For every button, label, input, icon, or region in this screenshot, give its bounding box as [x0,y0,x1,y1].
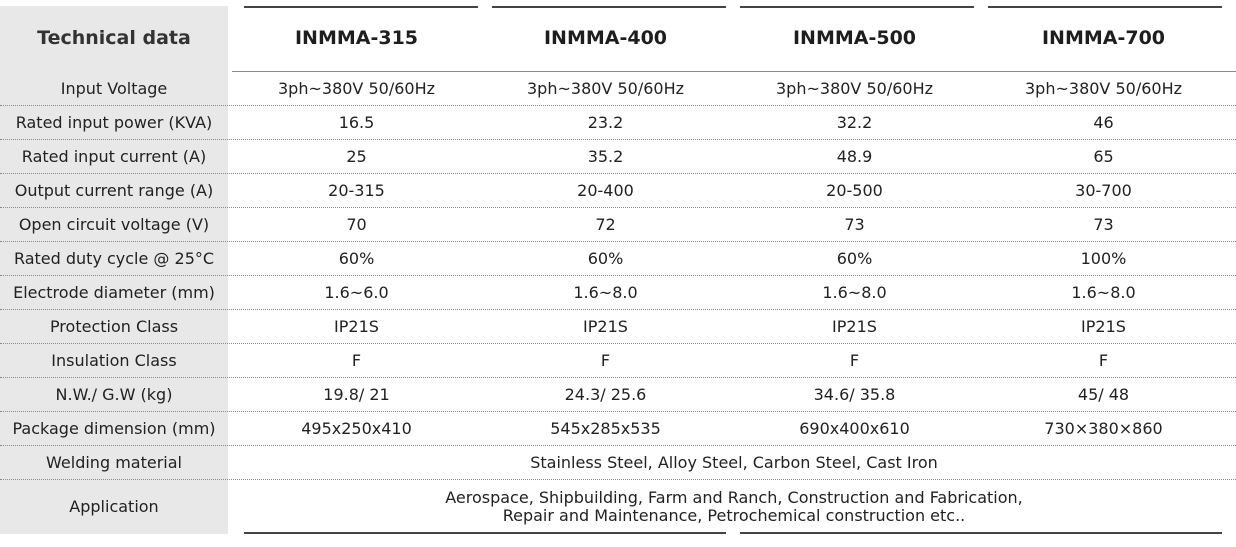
row-label: Rated duty cycle @ 25°C [0,242,232,276]
row-value: 1.6~6.0 [324,282,389,302]
row-value: 25 [346,146,367,166]
row-value: F [351,350,362,370]
row-value: F [1098,350,1109,370]
column-bottom-rule [740,532,1222,534]
row-value: 3ph~380V 50/60Hz [527,78,684,98]
row-value: 545x285x535 [550,418,661,438]
table-row: Rated duty cycle @ 25°C 60% 60% 60% 100% [0,242,1236,276]
row-value: 20-315 [328,180,385,200]
row-label: Insulation Class [0,344,232,378]
row-label: N.W./ G.W (kg) [0,378,232,412]
row-label: Input Voltage [0,72,232,106]
column-top-rule [492,6,726,8]
table-row: Rated input power (KVA) 16.5 23.2 32.2 4… [0,106,1236,140]
row-value: 23.2 [587,112,624,132]
model-header-inmma-400: INMMA-400 [543,27,668,50]
row-value: 35.2 [587,146,624,166]
header-divider [232,71,1236,72]
table-row: Package dimension (mm) 495x250x410 545x2… [0,412,1236,446]
row-value: 1.6~8.0 [822,282,887,302]
application-line: Repair and Maintenance, Petrochemical co… [502,506,966,525]
column-bottom-rule [244,532,726,534]
row-value: 60% [338,248,375,268]
row-value: 730×380×860 [1044,418,1163,438]
row-value: 73 [844,214,865,234]
row-label: Protection Class [0,310,232,344]
row-label: Open circuit voltage (V) [0,208,232,242]
row-value: 32.2 [836,112,873,132]
row-value: 3ph~380V 50/60Hz [1025,78,1182,98]
row-value: 19.8/ 21 [323,384,390,404]
table-header-row: Technical data INMMA-315 INMMA-400 INMMA… [0,6,1236,72]
row-value: 3ph~380V 50/60Hz [776,78,933,98]
row-label: Rated input current (A) [0,140,232,174]
model-header-inmma-315: INMMA-315 [294,27,419,50]
row-value: 495x250x410 [301,418,412,438]
application-line: Aerospace, Shipbuilding, Farm and Ranch,… [445,487,1023,507]
table-row: N.W./ G.W (kg) 19.8/ 21 24.3/ 25.6 34.6/… [0,378,1236,412]
table-row: Open circuit voltage (V) 70 72 73 73 [0,208,1236,242]
row-value: 3ph~380V 50/60Hz [278,78,435,98]
row-value: 30-700 [1075,180,1132,200]
row-value: F [600,350,611,370]
table-row: Insulation Class F F F F [0,344,1236,378]
table-row: Input Voltage 3ph~380V 50/60Hz 3ph~380V … [0,72,1236,106]
row-value: 1.6~8.0 [1071,282,1136,302]
row-value: 16.5 [338,112,375,132]
model-header-inmma-500: INMMA-500 [792,27,917,50]
row-value: 60% [587,248,624,268]
welding-material-value: Stainless Steel, Alloy Steel, Carbon Ste… [530,452,938,472]
table-row: Rated input current (A) 25 35.2 48.9 65 [0,140,1236,174]
row-value: 46 [1093,112,1114,132]
row-value: 34.6/ 35.8 [813,384,896,404]
row-value: IP21S [334,316,379,336]
row-value: 73 [1093,214,1114,234]
row-value: F [849,350,860,370]
row-label: Welding material [0,446,232,480]
table-row: Output current range (A) 20-315 20-400 2… [0,174,1236,208]
table-row-application: Application Aerospace, Shipbuilding, Far… [0,480,1236,534]
row-value: 20-400 [577,180,634,200]
row-value: IP21S [583,316,628,336]
row-label: Rated input power (KVA) [0,106,232,140]
table-row: Protection Class IP21S IP21S IP21S IP21S [0,310,1236,344]
row-label: Application [0,480,232,534]
row-label: Package dimension (mm) [0,412,232,446]
column-top-rule [740,6,974,8]
table-row: Electrode diameter (mm) 1.6~6.0 1.6~8.0 … [0,276,1236,310]
table-row-welding-material: Welding material Stainless Steel, Alloy … [0,446,1236,480]
row-value: 1.6~8.0 [573,282,638,302]
row-value: IP21S [832,316,877,336]
row-value: 45/ 48 [1077,384,1130,404]
model-header-inmma-700: INMMA-700 [1041,27,1166,50]
row-value: 24.3/ 25.6 [564,384,647,404]
row-value: 100% [1080,248,1127,268]
application-text: Aerospace, Shipbuilding, Farm and Ranch,… [445,487,1023,526]
row-value: 20-500 [826,180,883,200]
row-label: Output current range (A) [0,174,232,208]
column-top-rule [988,6,1222,8]
row-value: 60% [836,248,873,268]
row-value: 48.9 [836,146,873,166]
row-label: Electrode diameter (mm) [0,276,232,310]
row-value: 65 [1093,146,1114,166]
row-value: 72 [595,214,616,234]
technical-data-table: Technical data INMMA-315 INMMA-400 INMMA… [0,6,1236,534]
column-top-rule [244,6,478,8]
row-value: 690x400x610 [799,418,910,438]
application-value: Aerospace, Shipbuilding, Farm and Ranch,… [232,480,1236,534]
row-value: IP21S [1081,316,1126,336]
header-label: Technical data [0,6,232,72]
row-value: 70 [346,214,367,234]
